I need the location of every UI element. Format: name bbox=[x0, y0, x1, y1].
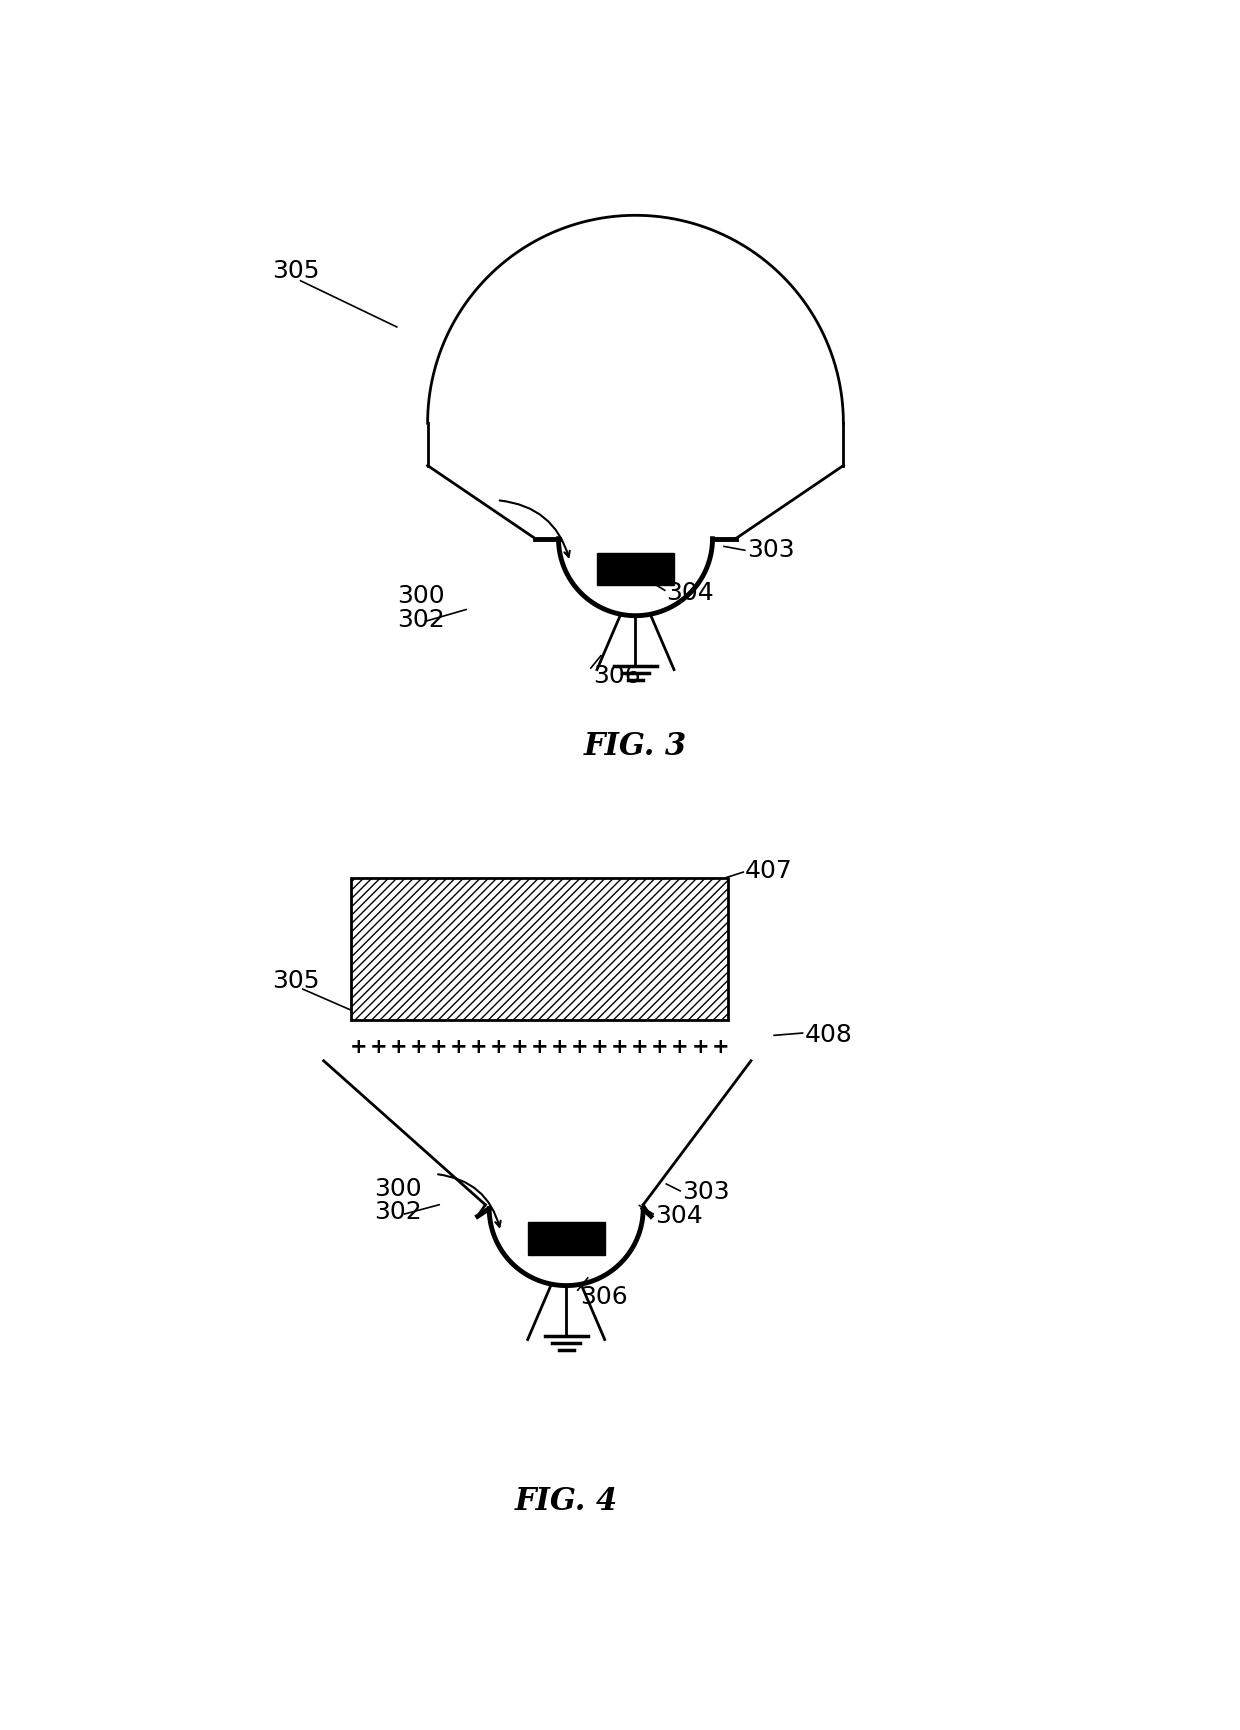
Text: +: + bbox=[691, 1036, 709, 1057]
Text: +: + bbox=[450, 1036, 467, 1057]
Bar bbox=[596, 552, 675, 585]
Text: +: + bbox=[651, 1036, 668, 1057]
Text: +: + bbox=[590, 1036, 609, 1057]
Text: +: + bbox=[409, 1036, 428, 1057]
Text: 302: 302 bbox=[397, 607, 445, 631]
Text: 306: 306 bbox=[580, 1285, 627, 1310]
Text: 304: 304 bbox=[655, 1204, 703, 1228]
Text: 306: 306 bbox=[593, 664, 641, 689]
Text: +: + bbox=[671, 1036, 688, 1057]
Text: +: + bbox=[470, 1036, 487, 1057]
Text: 408: 408 bbox=[805, 1024, 853, 1047]
Text: FIG. 3: FIG. 3 bbox=[584, 732, 687, 763]
Text: 302: 302 bbox=[373, 1201, 422, 1225]
Text: +: + bbox=[531, 1036, 548, 1057]
Text: 305: 305 bbox=[272, 260, 320, 282]
Text: +: + bbox=[570, 1036, 588, 1057]
Text: 303: 303 bbox=[682, 1180, 729, 1204]
Text: 407: 407 bbox=[745, 860, 792, 884]
Text: +: + bbox=[551, 1036, 568, 1057]
Text: +: + bbox=[611, 1036, 629, 1057]
Bar bbox=[351, 877, 728, 1021]
Bar bbox=[528, 1223, 605, 1254]
Text: +: + bbox=[511, 1036, 528, 1057]
Text: 300: 300 bbox=[373, 1178, 422, 1201]
Text: 303: 303 bbox=[748, 538, 795, 562]
Text: +: + bbox=[389, 1036, 407, 1057]
Text: 300: 300 bbox=[397, 585, 444, 609]
Text: +: + bbox=[712, 1036, 729, 1057]
Text: 305: 305 bbox=[272, 969, 320, 993]
Text: 304: 304 bbox=[666, 581, 714, 604]
Text: +: + bbox=[370, 1036, 387, 1057]
Text: FIG. 4: FIG. 4 bbox=[515, 1486, 618, 1517]
Text: +: + bbox=[631, 1036, 649, 1057]
Text: +: + bbox=[490, 1036, 508, 1057]
Text: +: + bbox=[430, 1036, 448, 1057]
Text: +: + bbox=[350, 1036, 367, 1057]
